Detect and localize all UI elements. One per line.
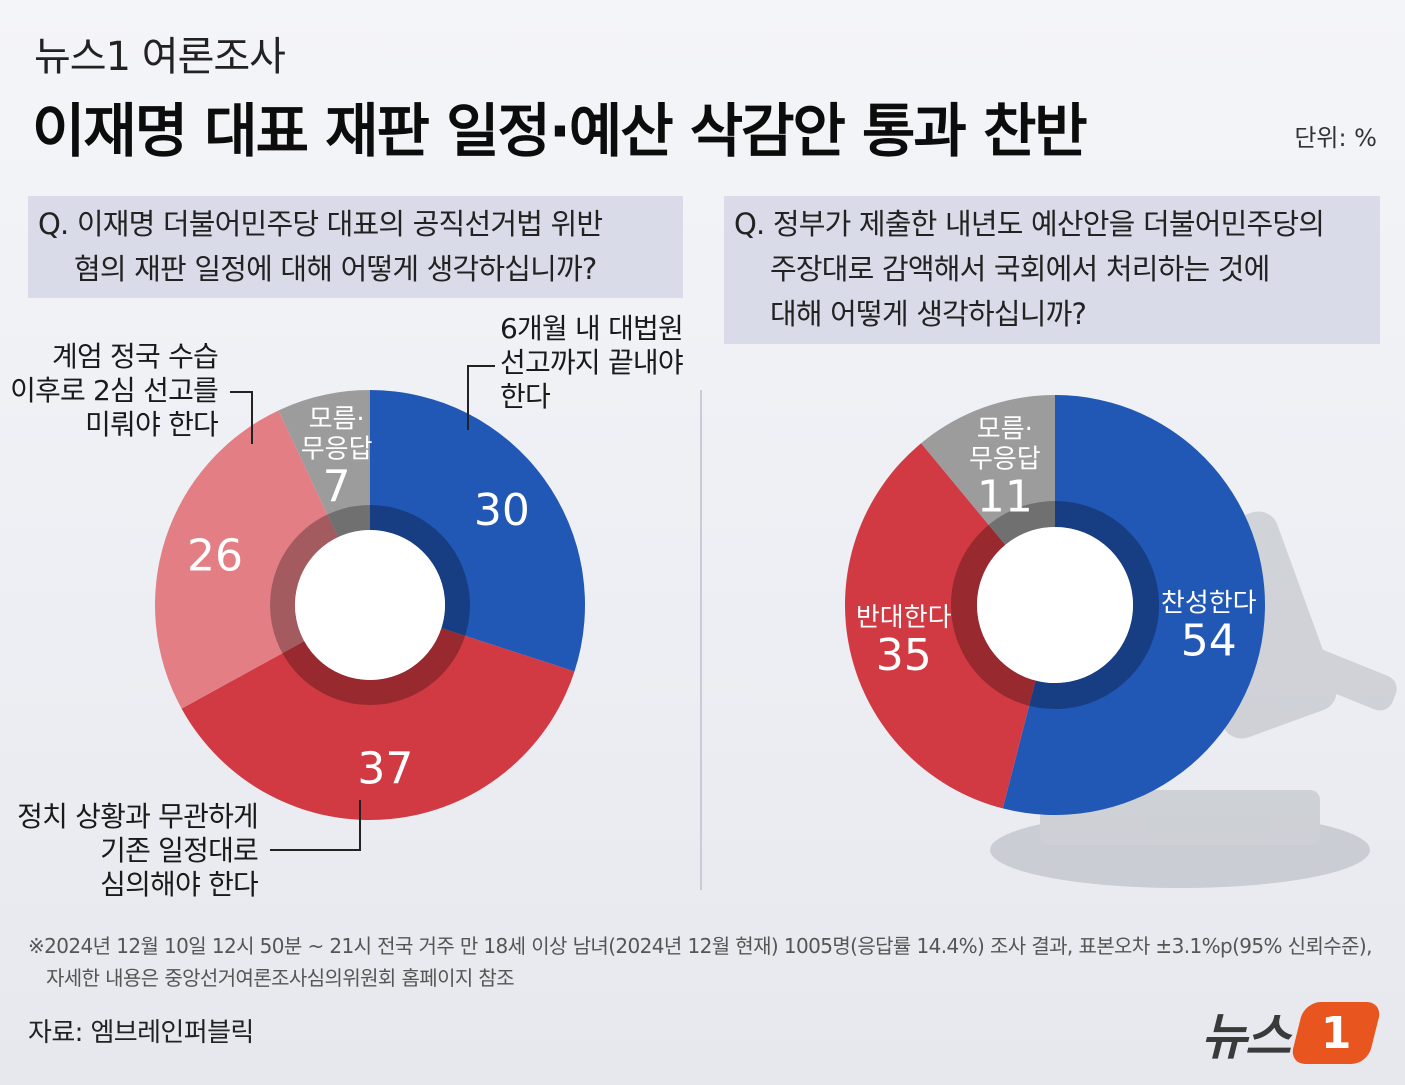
left-question-line-2: 혐의 재판 일정에 대해 어떻게 생각하십니까? [74,252,597,286]
panel-divider [700,390,702,890]
donut-2-slice-1 [1002,395,1265,816]
donut-2-slice-1-label-1: 찬성한다 [1161,588,1257,618]
donut-2-hole [977,527,1133,683]
logo-mark-icon: 1 [1289,1002,1383,1064]
donut-2-slice-1-value: 54 [1181,615,1237,666]
footnote-line-2: 자세한 내용은 중앙선거여론조사심의위원회 홈페이지 참조 [46,966,515,990]
donut-1-slice-1 [370,390,585,672]
donut-2-slice-3-label-1: 모름· [977,415,1033,445]
donut-2-slice-3 [921,395,1055,545]
logo-mark-text: 1 [1320,1007,1352,1059]
donut-2-slice-2-value: 35 [876,630,932,681]
callout-a-line-1: 6개월 내 대법원 [500,312,684,345]
callout-c-line-3: 심의해야 한다 [100,868,259,901]
callout-leader-lines [230,365,495,851]
callout-c: 정치 상황과 무관하게 기존 일정대로 심의해야 한다 [10,800,259,902]
callout-b-line-2: 이후로 2심 선고를 [10,374,219,407]
survey-footnote: ※2024년 12월 10일 12시 50분 ~ 21시 전국 거주 만 18세… [28,930,1372,994]
leader-line-c [270,800,361,851]
donut-1-slice-2 [181,628,575,821]
footnote-line-1: ※2024년 12월 10일 12시 50분 ~ 21시 전국 거주 만 18세… [28,934,1372,958]
donut-2-slice-3-label-2: 무응답 [969,445,1041,475]
right-question-line-1: Q. 정부가 제출한 내년도 예산안을 더불어민주당의 [734,207,1325,241]
donut-1-slice-4-label-1: 모름· [309,405,365,435]
donut-2-slice-2-label-1: 반대한다 [856,603,952,633]
callout-a-line-3: 한다 [500,380,551,413]
news1-logo: 뉴스 1 [1201,998,1383,1068]
callout-b-line-3: 미뤄야 한다 [85,408,219,441]
callout-c-line-2: 기존 일정대로 [100,834,259,867]
callout-a: 6개월 내 대법원 선고까지 끝내야 한다 [500,312,684,414]
right-question-box: Q. 정부가 제출한 내년도 예산안을 더불어민주당의 주장대로 감액해서 국회… [724,196,1380,344]
donut-1-slice-2-value: 37 [357,743,413,794]
left-question-line-1: Q. 이재명 더불어민주당 대표의 공직선거법 위반 [38,207,603,241]
page-title: 이재명 대표 재판 일정·예산 삭감안 통과 찬반 [32,97,1088,165]
unit-label: 단위: % [1294,124,1377,152]
donut-1-slice-4 [278,390,370,538]
callout-b: 계엄 정국 수습 이후로 2심 선고를 미뤄야 한다 [10,340,219,442]
leader-line-b [230,391,253,444]
callout-a-line-2: 선고까지 끝내야 [500,346,684,379]
donut-2-slice-3-value: 11 [977,472,1033,523]
left-question-box: Q. 이재명 더불어민주당 대표의 공직선거법 위반 혐의 재판 일정에 대해 … [28,196,683,298]
callout-b-line-1: 계엄 정국 수습 [52,340,219,373]
source-label: 자료: 엠브레인퍼블릭 [28,1018,254,1048]
right-question-line-3: 대해 어떻게 생각하십니까? [770,297,1087,331]
donut-1-slice-1-value: 30 [474,485,530,536]
leader-line-a [467,365,495,430]
donut-1-slice-4-value: 7 [323,462,351,513]
donut-1-slice-3 [155,410,339,709]
donut-1-slice-3-value: 26 [187,531,243,582]
right-question-line-2: 주장대로 감액해서 국회에서 처리하는 것에 [770,252,1270,286]
kicker: 뉴스1 여론조사 [34,34,286,80]
logo-text: 뉴스 [1201,1008,1291,1066]
donut-1-hole [295,530,445,680]
donut-2-inner-ring [951,501,1159,709]
donut-1-slice-4-label-2: 무응답 [301,435,373,465]
callout-c-line-1: 정치 상황과 무관하게 [17,800,259,833]
donut-2-slice-2 [845,443,1036,809]
donut-1-inner-ring [270,505,470,705]
